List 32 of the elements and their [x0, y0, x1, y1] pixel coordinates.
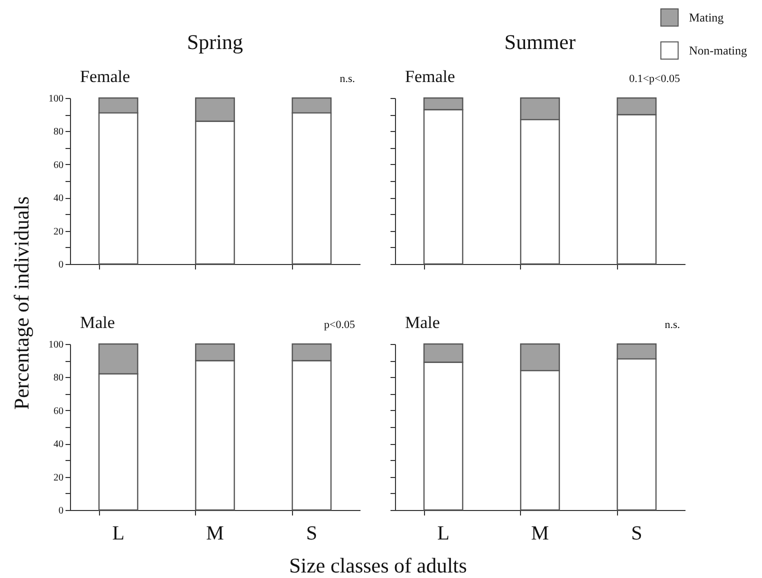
- y-tick-label: 20: [54, 472, 64, 484]
- text: 0.1<p<0.05: [629, 73, 680, 85]
- y-tick-label: 0: [58, 260, 64, 270]
- x-axis-title: Size classes of adults: [289, 554, 467, 578]
- y-tick-label: 60: [54, 160, 64, 171]
- text: n.s.: [664, 319, 680, 331]
- legend-label: Non-mating: [689, 44, 747, 58]
- chart-subtitle: Male: [80, 313, 115, 332]
- chart-subtitle: Female: [80, 67, 130, 86]
- x-tick-label: M: [531, 522, 550, 544]
- chart-subtitle: Male: [405, 313, 440, 332]
- legend-label: Mating: [689, 10, 724, 24]
- chart-title: Summer: [504, 30, 576, 54]
- y-axis-title: Percentage of individuals: [10, 196, 34, 410]
- y-tick-label: 20: [54, 226, 64, 238]
- x-tick-label: M: [206, 522, 224, 544]
- y-tick-label: 60: [54, 406, 64, 417]
- text: n.s.: [340, 73, 356, 85]
- y-tick-label: 100: [48, 94, 64, 104]
- chart-title: Spring: [186, 30, 244, 54]
- text: p<0.05: [324, 319, 356, 331]
- x-tick-label: S: [306, 522, 318, 544]
- y-tick-label: 100: [48, 340, 64, 350]
- x-tick-label: L: [437, 522, 450, 544]
- y-tick-label: 40: [54, 193, 64, 204]
- y-tick-label: 80: [54, 126, 64, 138]
- chart-subtitle: Female: [405, 67, 456, 86]
- y-tick-label: 0: [58, 506, 64, 516]
- y-tick-label: 80: [54, 372, 64, 384]
- x-tick-label: L: [112, 522, 124, 544]
- y-tick-label: 40: [54, 439, 64, 450]
- x-tick-label: S: [631, 522, 642, 544]
